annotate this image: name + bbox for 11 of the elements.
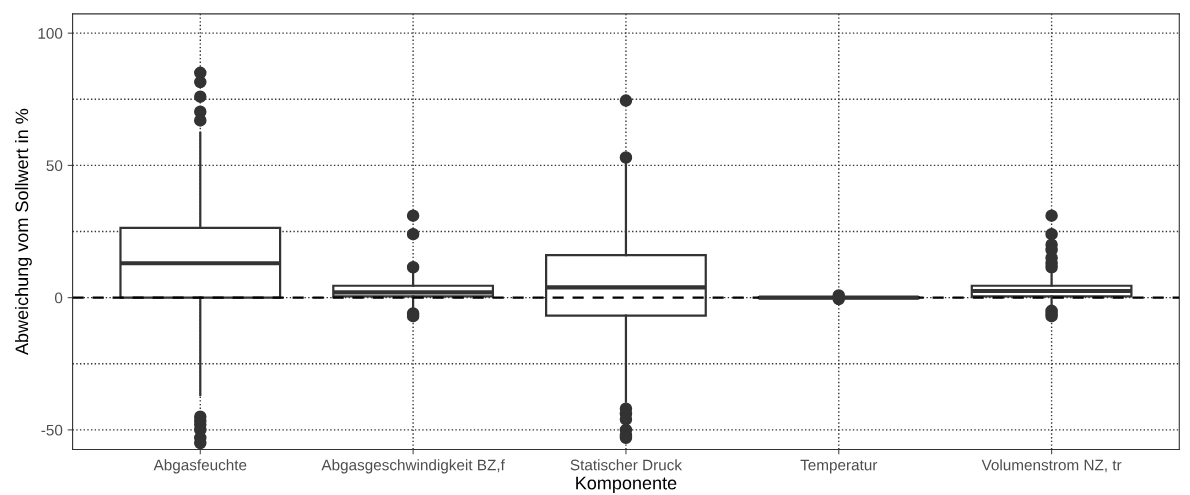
y-tick-label: -50 [41, 424, 63, 436]
x-tick-label: Statischer Druck [570, 459, 682, 471]
y-axis-title: Abweichung vom Sollwert in % [14, 108, 32, 356]
y-tick-label: 0 [54, 292, 63, 304]
y-tick-label: 50 [46, 160, 63, 172]
x-tick-label: Abgasfeuchte [153, 459, 247, 474]
y-tick-label: 100 [38, 28, 63, 39]
x-tick-label: Volumenstrom NZ, tr [981, 459, 1122, 473]
x-tick-label: Temperatur [800, 459, 878, 474]
x-tick-label: Abgasgeschwindigkeit BZ,f [321, 459, 505, 474]
x-axis-title: Komponente [576, 476, 677, 494]
